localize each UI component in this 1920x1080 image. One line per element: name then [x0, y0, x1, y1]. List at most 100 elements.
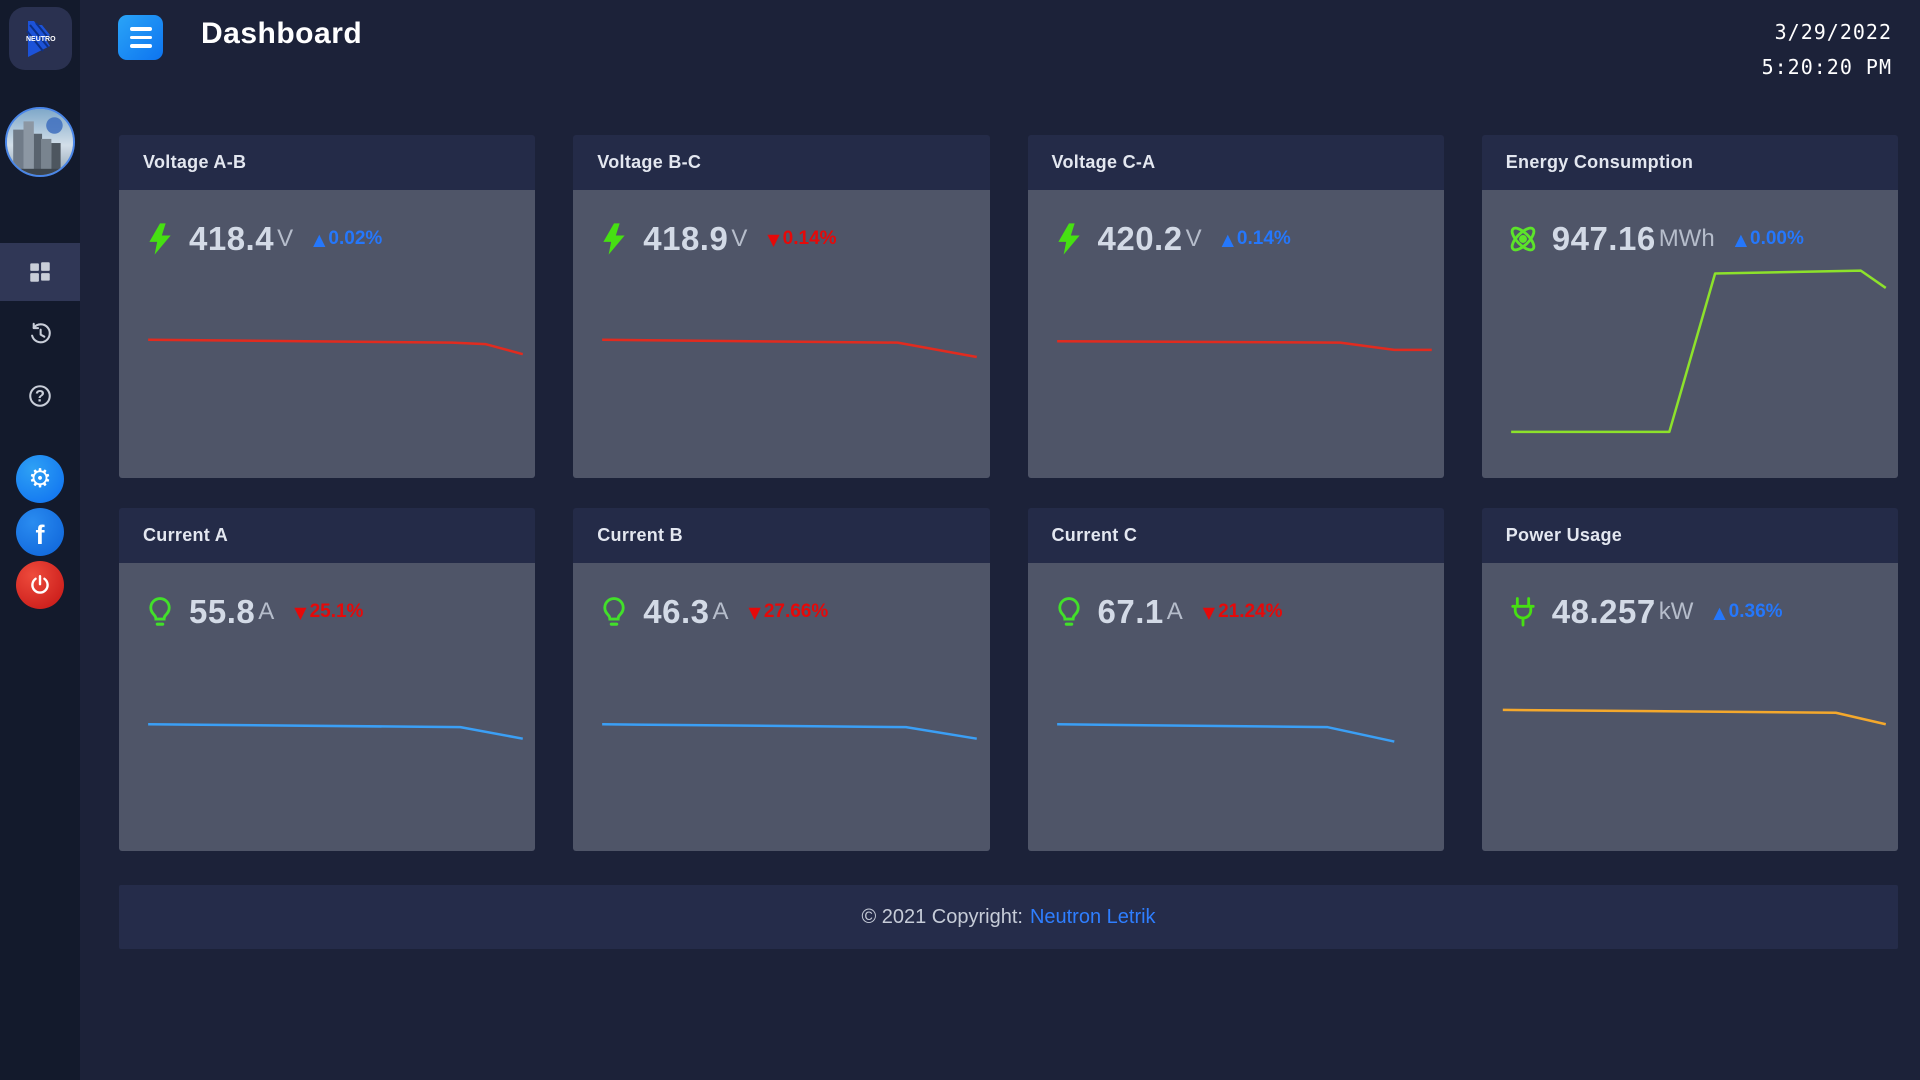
sidebar: NEUTRO	[0, 0, 80, 1080]
card-power-usage: Power Usage 48.257 kW ▲ 0.36%	[1481, 508, 1898, 851]
metric-row: 420.2 V ▲ 0.14%	[1052, 220, 1426, 258]
svg-text:?: ?	[35, 387, 45, 405]
facebook-icon: f	[35, 519, 45, 550]
delta-badge: ▲ 0.14%	[1222, 228, 1291, 250]
dashboard-grid-icon	[30, 262, 50, 282]
metric-row: 55.8 A ▼ 25.1%	[143, 593, 517, 631]
metric-unit: V	[1185, 225, 1202, 252]
delta-badge: ▲ 0.00%	[1735, 228, 1804, 250]
metric-unit: A	[258, 598, 275, 625]
facebook-button[interactable]: f	[16, 508, 64, 556]
sidebar-nav: ?	[0, 243, 80, 425]
metric-row: 418.9 V ▼ 0.14%	[597, 220, 971, 258]
metric-value: 418.9	[643, 220, 729, 257]
metric-row: 418.4 V ▲ 0.02%	[143, 220, 517, 258]
card-voltage-bc: Voltage B-C 418.9 V ▼ 0.14%	[573, 135, 990, 478]
metric-row: 67.1 A ▼ 21.24%	[1052, 593, 1426, 631]
metric-value: 947.16	[1551, 220, 1656, 257]
delta-badge: ▼ 25.1%	[294, 601, 363, 623]
copyright-text: © 2021 Copyright:	[861, 905, 1023, 928]
logo-text: NEUTRO	[26, 36, 56, 43]
delta-arrow-icon: ▼	[1202, 602, 1216, 622]
sparkline-chart	[1482, 563, 1898, 851]
metric-value: 46.3	[643, 593, 710, 630]
delta-badge: ▲ 0.02%	[313, 228, 382, 250]
sparkline-chart	[1482, 190, 1898, 478]
hamburger-icon	[129, 27, 152, 31]
metric-row: 46.3 A ▼ 27.66%	[597, 593, 971, 631]
menu-toggle-button[interactable]	[118, 15, 163, 60]
power-icon	[31, 575, 49, 594]
sparkline-chart	[119, 190, 535, 478]
page-title: Dashboard	[201, 17, 363, 50]
metric-row: 48.257 kW ▲ 0.36%	[1506, 593, 1880, 631]
metric-value: 418.4	[189, 220, 275, 257]
neutro-logo-icon: NEUTRO	[26, 20, 56, 57]
sparkline-chart	[573, 563, 989, 851]
delta-value: 27.66%	[763, 601, 829, 622]
bolt-icon	[1052, 222, 1086, 256]
help-icon: ?	[29, 385, 51, 407]
card-title: Voltage A-B	[119, 135, 536, 190]
delta-value: 0.00%	[1750, 228, 1804, 249]
delta-value: 0.14%	[1236, 228, 1291, 249]
card-voltage-ca: Voltage C-A 420.2 V ▲ 0.14%	[1027, 135, 1444, 478]
delta-badge: ▲ 0.36%	[1713, 601, 1782, 623]
metric-row: 947.16 MWh ▲ 0.00%	[1506, 220, 1880, 258]
card-current-b: Current B 46.3 A ▼ 27.66%	[573, 508, 990, 851]
metric-value: 420.2	[1097, 220, 1183, 257]
footer: © 2021 Copyright: Neutron Letrik	[119, 885, 1898, 949]
city-avatar-image	[7, 109, 73, 175]
bolt-icon	[143, 222, 177, 256]
card-current-c: Current C 67.1 A ▼ 21.24%	[1027, 508, 1444, 851]
power-button[interactable]	[16, 561, 64, 609]
date-text: 3/29/2022	[1774, 20, 1892, 44]
metric-value: 67.1	[1097, 593, 1164, 630]
metric-unit: V	[731, 225, 748, 252]
delta-value: 21.24%	[1218, 601, 1283, 622]
card-energy-consumption: Energy Consumption 947.16 MWh ▲ 0.00	[1481, 135, 1898, 478]
plug-icon	[1506, 595, 1540, 629]
card-current-a: Current A 55.8 A ▼ 25.1%	[119, 508, 536, 851]
delta-arrow-icon: ▼	[294, 602, 307, 622]
metric-unit: MWh	[1658, 225, 1715, 252]
bulb-icon	[597, 595, 631, 629]
card-title: Energy Consumption	[1481, 135, 1898, 190]
card-title: Voltage C-A	[1027, 135, 1444, 190]
brand-link[interactable]: Neutron Letrik	[1029, 905, 1156, 928]
card-voltage-ab: Voltage A-B 418.4 V ▲ 0.02%	[119, 135, 536, 478]
card-title: Power Usage	[1481, 508, 1898, 563]
bulb-icon	[1052, 595, 1086, 629]
metric-unit: A	[1166, 598, 1183, 625]
bulb-icon	[143, 595, 177, 629]
sidebar-actions: ⚙ f	[0, 455, 80, 609]
metric-unit: V	[277, 225, 294, 252]
bolt-icon	[597, 222, 631, 256]
sidebar-item-help[interactable]: ?	[0, 367, 80, 425]
user-avatar[interactable]	[5, 107, 75, 177]
metric-value: 48.257	[1551, 593, 1656, 630]
history-icon	[31, 322, 51, 344]
sidebar-item-history[interactable]	[0, 305, 80, 363]
top-bar: Dashboard 3/29/2022 5:20:20 PM	[80, 0, 1920, 80]
metric-value: 55.8	[189, 593, 256, 630]
delta-arrow-icon: ▲	[1734, 229, 1747, 249]
sparkline-chart	[119, 563, 535, 851]
card-title: Voltage B-C	[573, 135, 990, 190]
card-title: Current C	[1027, 508, 1444, 563]
card-title: Current A	[119, 508, 536, 563]
metric-unit: kW	[1658, 598, 1694, 625]
metric-unit: A	[712, 598, 729, 625]
delta-arrow-icon: ▼	[748, 602, 761, 622]
delta-badge: ▼ 0.14%	[767, 228, 836, 250]
delta-arrow-icon: ▲	[1221, 229, 1234, 249]
sidebar-item-dashboard[interactable]	[0, 243, 80, 301]
brand-logo[interactable]: NEUTRO	[8, 7, 72, 70]
settings-button[interactable]: ⚙	[16, 455, 64, 503]
gear-icon: ⚙	[28, 464, 52, 494]
delta-value: 0.14%	[782, 228, 837, 249]
delta-arrow-icon: ▼	[767, 229, 780, 249]
delta-badge: ▼ 27.66%	[749, 601, 829, 623]
datetime-display: 3/29/2022 5:20:20 PM	[1762, 15, 1892, 85]
time-text: 5:20:20 PM	[1761, 55, 1892, 79]
